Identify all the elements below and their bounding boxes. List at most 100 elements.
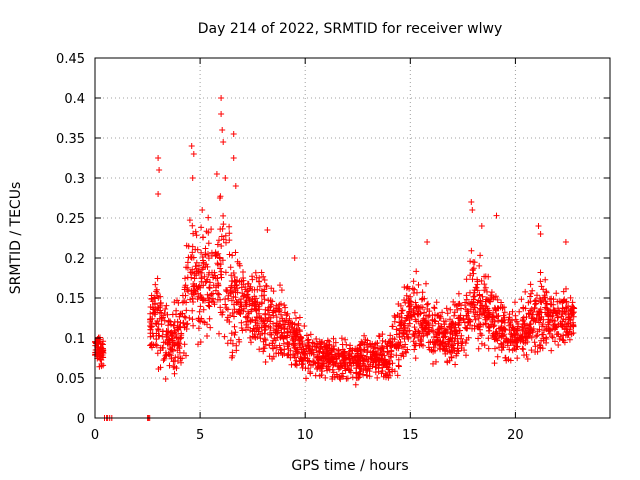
- data-point: [400, 329, 407, 336]
- data-point: [479, 293, 486, 300]
- data-point: [418, 321, 425, 328]
- data-point: [307, 331, 314, 338]
- data-point: [214, 260, 221, 267]
- data-point: [190, 289, 197, 296]
- data-point: [412, 299, 419, 306]
- data-point: [284, 325, 291, 332]
- data-point: [433, 299, 440, 306]
- y-tick-label: 0.05: [56, 372, 85, 387]
- data-point: [284, 332, 291, 339]
- data-point: [240, 293, 247, 300]
- data-point: [310, 349, 317, 356]
- data-point: [480, 321, 487, 328]
- data-point: [396, 330, 403, 337]
- data-point: [232, 329, 239, 336]
- data-point: [555, 314, 562, 321]
- data-point: [478, 340, 485, 347]
- data-point: [349, 374, 356, 381]
- data-point: [384, 348, 391, 355]
- data-point: [148, 320, 155, 327]
- data-point: [212, 252, 219, 259]
- data-point: [207, 279, 213, 286]
- data-point: [214, 296, 221, 303]
- data-point: [414, 310, 421, 317]
- data-point: [554, 298, 561, 305]
- data-point: [455, 290, 462, 297]
- data-point: [326, 366, 333, 373]
- y-tick-label: 0.1: [64, 332, 85, 347]
- data-point: [434, 326, 441, 333]
- data-point: [330, 362, 337, 369]
- data-point: [195, 268, 202, 275]
- data-point: [491, 336, 498, 343]
- data-point: [305, 345, 312, 352]
- data-point: [469, 207, 476, 213]
- data-point: [232, 183, 239, 189]
- data-point: [245, 287, 252, 294]
- data-points: [92, 95, 578, 421]
- data-point: [316, 348, 323, 355]
- data-point: [328, 351, 335, 358]
- data-point: [157, 299, 164, 306]
- data-point: [229, 252, 236, 259]
- data-point: [569, 321, 576, 328]
- data-point: [478, 277, 485, 284]
- data-point: [216, 254, 223, 261]
- data-point: [303, 375, 309, 382]
- data-point: [419, 325, 426, 331]
- data-point: [415, 281, 422, 288]
- data-point: [195, 325, 202, 332]
- data-point: [451, 312, 458, 319]
- data-point: [563, 305, 570, 312]
- data-point: [403, 315, 410, 322]
- data-point: [254, 286, 261, 293]
- data-point: [513, 346, 520, 353]
- data-point: [388, 354, 395, 361]
- data-point: [204, 333, 210, 339]
- data-point: [354, 348, 360, 355]
- data-point: [281, 346, 288, 353]
- data-point: [554, 323, 560, 330]
- data-point: [486, 298, 493, 305]
- data-point: [447, 330, 454, 337]
- data-point: [251, 293, 258, 300]
- data-point: [330, 356, 337, 363]
- data-point: [510, 326, 517, 333]
- data-point: [186, 217, 193, 224]
- data-point: [388, 347, 395, 354]
- data-point: [200, 318, 206, 325]
- data-point: [319, 368, 326, 375]
- data-point: [555, 342, 562, 348]
- data-point: [264, 227, 271, 233]
- data-point: [468, 300, 475, 307]
- data-point: [198, 269, 205, 276]
- data-point: [457, 315, 464, 321]
- data-point: [266, 353, 273, 360]
- data-point: [491, 322, 498, 329]
- data-point: [405, 300, 412, 307]
- data-point: [462, 324, 469, 331]
- data-point: [276, 318, 283, 325]
- data-point: [519, 327, 526, 334]
- data-point: [520, 326, 527, 333]
- data-point: [537, 231, 544, 237]
- data-point: [467, 258, 474, 265]
- data-point: [212, 275, 219, 282]
- data-point: [263, 282, 269, 289]
- data-point: [378, 370, 385, 377]
- data-point: [392, 314, 399, 321]
- data-point: [491, 304, 498, 311]
- data-point: [439, 340, 446, 346]
- data-point: [366, 373, 373, 380]
- data-point: [299, 356, 306, 363]
- data-point: [330, 343, 337, 350]
- data-point: [331, 374, 338, 381]
- data-point: [156, 315, 163, 322]
- data-point: [262, 310, 269, 317]
- data-point: [199, 254, 206, 260]
- data-point: [368, 355, 375, 362]
- data-point: [476, 305, 483, 312]
- data-point: [458, 332, 465, 339]
- data-point: [153, 286, 160, 293]
